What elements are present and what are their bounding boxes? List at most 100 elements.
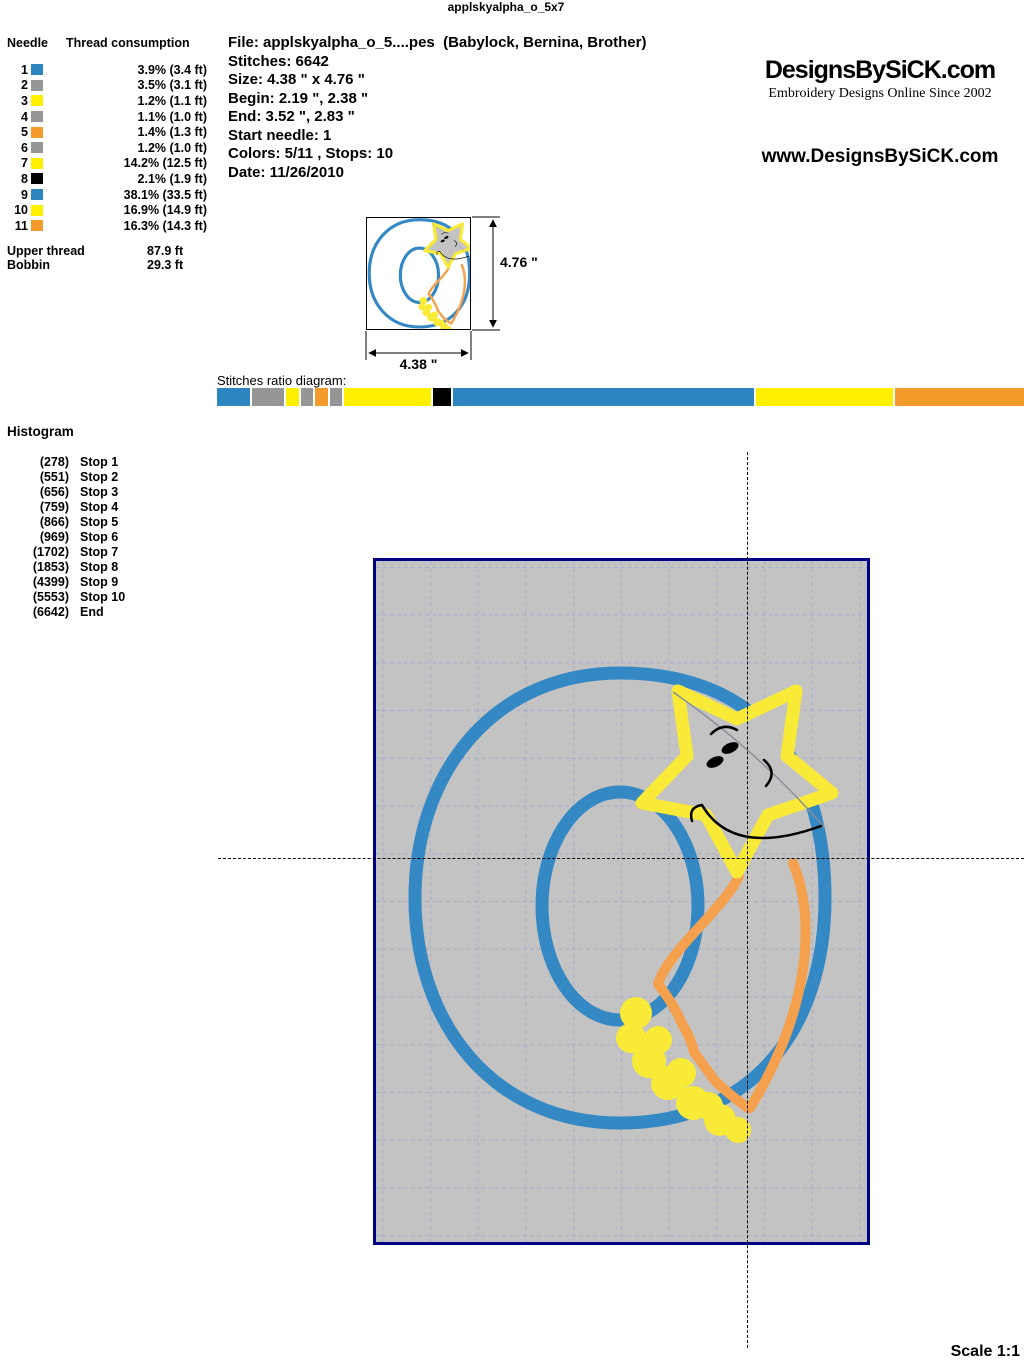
- stitch-count: (5553): [32, 590, 69, 604]
- histogram-row: (866) Stop 5: [7, 515, 167, 530]
- consumption-value: 1.1% (1.0 ft): [137, 109, 207, 124]
- stop-label: Stop 6: [80, 530, 119, 544]
- histogram-row: (759) Stop 4: [7, 500, 167, 515]
- consumption-value: 16.9% (14.9 ft): [123, 203, 207, 218]
- stitch-count: (6642): [32, 605, 69, 619]
- thread-totals: Upper thread 87.9 ft Bobbin 29.3 ft: [7, 244, 217, 272]
- histogram-row: (969) Stop 6: [7, 530, 167, 545]
- upper-thread-value: 87.9 ft: [147, 244, 184, 258]
- needle-number: 8: [21, 171, 28, 186]
- ratio-segment: [251, 388, 285, 406]
- bobbin-label: Bobbin: [7, 258, 51, 272]
- stop-label: Stop 9: [80, 575, 119, 589]
- ratio-segment: [894, 388, 1024, 406]
- thread-color-chip: [31, 189, 43, 201]
- needle-row: 9 38.1% (33.5 ft): [7, 187, 217, 203]
- needle-number: 5: [21, 125, 28, 140]
- needle-number: 10: [14, 203, 28, 218]
- bobbin-value: 29.3 ft: [147, 258, 184, 272]
- file-info-line: Stitches: 6642: [228, 52, 329, 70]
- file-info-line: Start needle: 1: [228, 126, 332, 144]
- needle-row: 6 1.2% (1.0 ft): [7, 140, 217, 156]
- stitch-count: (4399): [32, 575, 69, 589]
- consumption-column-header: Thread consumption: [66, 36, 190, 50]
- file-info-line: Colors: 5/11 , Stops: 10: [228, 145, 394, 162]
- needle-row: 5 1.4% (1.3 ft): [7, 124, 217, 140]
- file-info: File: applskyalpha_o_5....pes (Babylock,…: [228, 34, 788, 182]
- file-info-line: Date: 11/26/2010: [228, 163, 344, 181]
- thread-color-chip: [31, 111, 43, 123]
- stop-label: Stop 1: [80, 455, 119, 469]
- stitch-count: (278): [39, 455, 69, 469]
- consumption-value: 3.9% (3.4 ft): [137, 62, 207, 77]
- ratio-segment: [217, 388, 250, 406]
- stitch-count: (1853): [32, 560, 69, 574]
- consumption-value: 14.2% (12.5 ft): [123, 156, 207, 171]
- thread-color-chip: [31, 95, 43, 107]
- stitch-count: (1702): [32, 545, 69, 559]
- brand-logo: DesignsBySiCK.com: [764, 56, 996, 84]
- thread-color-chip: [31, 220, 43, 232]
- stop-label: Stop 4: [80, 500, 119, 514]
- thread-color-chip: [31, 79, 43, 91]
- upper-thread-label: Upper thread: [7, 244, 85, 258]
- ratio-segment: [286, 388, 299, 406]
- needle-row: 3 1.2% (1.1 ft): [7, 93, 217, 109]
- needle-number: 4: [21, 109, 28, 124]
- histogram-title: Histogram: [7, 424, 74, 439]
- ratio-segment: [314, 388, 328, 406]
- stop-label: Stop 2: [80, 470, 119, 484]
- needle-row: 8 2.1% (1.9 ft): [7, 171, 217, 187]
- needle-number: 3: [21, 93, 28, 108]
- dim-height-label: 4.76 ": [500, 254, 538, 270]
- file-info-line: File: applskyalpha_o_5....pes (Babylock,…: [228, 34, 647, 51]
- hoop-canvas: [373, 558, 870, 1245]
- page-title: applskyalpha_o_5x7: [447, 0, 565, 14]
- brand-tagline: Embroidery Designs Online Since 2002: [768, 86, 992, 101]
- consumption-value: 16.3% (14.3 ft): [123, 218, 207, 233]
- file-info-line: End: 3.52 ", 2.83 ": [228, 108, 355, 125]
- scale-label: Scale 1:1: [950, 1343, 1020, 1360]
- stitch-count: (656): [39, 485, 69, 499]
- stop-label: Stop 7: [80, 545, 119, 559]
- histogram-row: (5553) Stop 10: [7, 590, 167, 605]
- needle-column-header: Needle: [7, 36, 48, 50]
- thread-color-chip: [31, 126, 43, 138]
- stitch-count: (551): [39, 470, 69, 484]
- consumption-value: 1.2% (1.1 ft): [137, 93, 207, 108]
- needle-row: 11 16.3% (14.3 ft): [7, 218, 217, 234]
- file-info-line: Size: 4.38 " x 4.76 ": [228, 71, 365, 88]
- histogram-row: (1853) Stop 8: [7, 560, 167, 575]
- ratio-segment: [452, 388, 755, 406]
- stop-label: Stop 3: [80, 485, 119, 499]
- stop-label: Stop 8: [80, 560, 119, 574]
- histogram-row: (1702) Stop 7: [7, 545, 167, 560]
- brand-website: www.DesignsBySiCK.com: [761, 146, 999, 167]
- grid-lines: [376, 561, 867, 1242]
- stop-label: End: [80, 605, 104, 619]
- needle-number: 11: [14, 218, 28, 233]
- needle-table: Needle Thread consumption 1 3.9% (3.4 ft)…: [7, 36, 217, 234]
- histogram-row: (551) Stop 2: [7, 470, 167, 485]
- ratio-segment: [432, 388, 451, 406]
- histogram-row: (278) Stop 1: [7, 455, 167, 470]
- consumption-value: 3.5% (3.1 ft): [137, 78, 207, 93]
- crosshair-horizontal: [218, 858, 1024, 859]
- file-info-line: Begin: 2.19 ", 2.38 ": [228, 89, 369, 107]
- consumption-value: 2.1% (1.9 ft): [137, 171, 207, 186]
- needle-row: 4 1.1% (1.0 ft): [7, 109, 217, 125]
- crosshair-vertical: [747, 452, 748, 1348]
- thread-color-chip: [31, 64, 43, 76]
- thread-color-chip: [31, 204, 43, 216]
- stitch-count: (759): [39, 500, 69, 514]
- thread-color-chip: [31, 173, 43, 185]
- needle-number: 9: [21, 187, 28, 202]
- stop-label: Stop 10: [80, 590, 126, 604]
- ratio-segment: [756, 388, 893, 406]
- ratio-segment: [329, 388, 342, 406]
- needle-number: 1: [21, 62, 28, 77]
- dim-width-label: 4.38 ": [399, 356, 438, 372]
- needle-row: 2 3.5% (3.1 ft): [7, 78, 217, 94]
- consumption-value: 1.2% (1.0 ft): [137, 140, 207, 155]
- design-svg: [376, 561, 867, 1242]
